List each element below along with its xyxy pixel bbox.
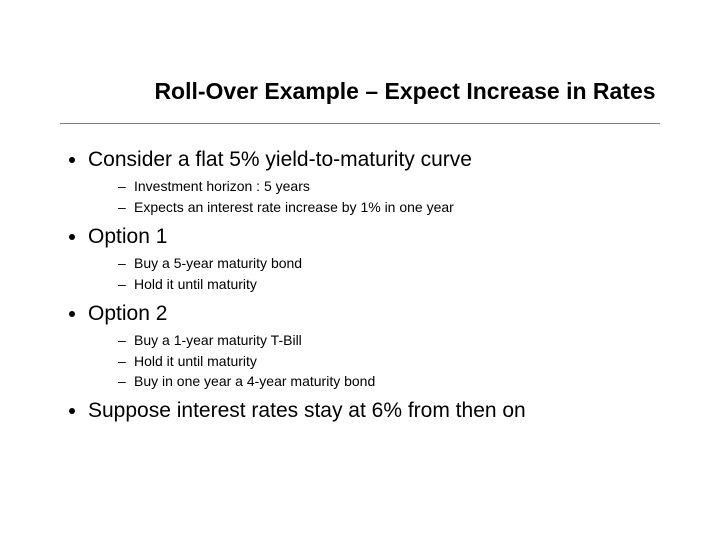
sub-item: Buy in one year a 4-year maturity bond bbox=[118, 371, 660, 391]
sub-list: Buy a 1-year maturity T-Bill Hold it unt… bbox=[88, 330, 660, 391]
bullet-item: Consider a flat 5% yield-to-maturity cur… bbox=[88, 146, 660, 217]
sub-list: Investment horizon : 5 years Expects an … bbox=[88, 176, 660, 217]
bullet-item: Suppose interest rates stay at 6% from t… bbox=[88, 397, 660, 425]
slide: Roll-Over Example – Expect Increase in R… bbox=[0, 0, 720, 540]
title-underline bbox=[60, 123, 660, 124]
sub-item: Buy a 1-year maturity T-Bill bbox=[118, 330, 660, 350]
bullet-item: Option 2 Buy a 1-year maturity T-Bill Ho… bbox=[88, 300, 660, 391]
bullet-text: Option 2 bbox=[88, 302, 167, 325]
bullet-text: Option 1 bbox=[88, 225, 167, 248]
bullet-text: Suppose interest rates stay at 6% from t… bbox=[88, 399, 526, 422]
sub-item: Hold it until maturity bbox=[118, 351, 660, 371]
sub-list: Buy a 5-year maturity bond Hold it until… bbox=[88, 253, 660, 294]
bullet-list: Consider a flat 5% yield-to-maturity cur… bbox=[60, 146, 660, 425]
bullet-text: Consider a flat 5% yield-to-maturity cur… bbox=[88, 148, 472, 171]
sub-item: Expects an interest rate increase by 1% … bbox=[118, 197, 660, 217]
slide-title: Roll-Over Example – Expect Increase in R… bbox=[0, 78, 720, 105]
sub-item: Buy a 5-year maturity bond bbox=[118, 253, 660, 273]
sub-item: Hold it until maturity bbox=[118, 274, 660, 294]
bullet-item: Option 1 Buy a 5-year maturity bond Hold… bbox=[88, 223, 660, 294]
sub-item: Investment horizon : 5 years bbox=[118, 176, 660, 196]
slide-content: Consider a flat 5% yield-to-maturity cur… bbox=[60, 140, 660, 427]
